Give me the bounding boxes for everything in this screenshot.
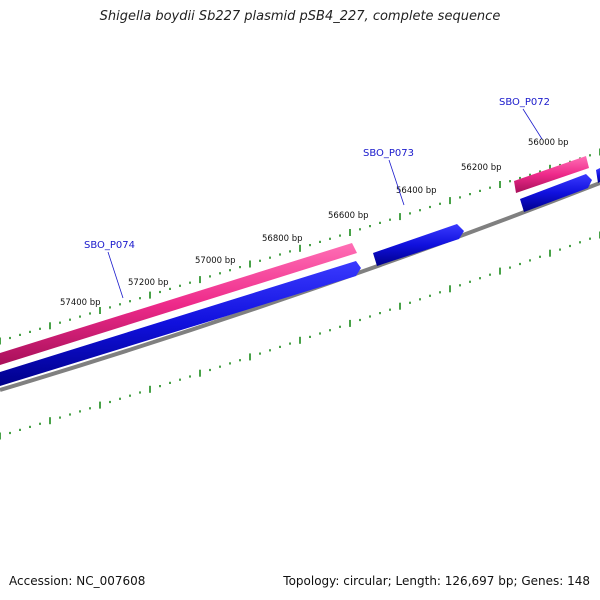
feature-edge-blue[interactable]	[596, 168, 600, 183]
gene-label-leader	[107, 251, 124, 299]
feature-sbo-p074-blue[interactable]	[0, 261, 361, 386]
scale-label: 56200 bp	[461, 163, 502, 173]
gene-label-sbo-p072[interactable]: SBO_P072	[499, 97, 550, 108]
scale-label: 57400 bp	[60, 298, 101, 308]
scale-label: 57000 bp	[195, 256, 236, 266]
gene-label-leader	[388, 159, 405, 206]
gene-label-sbo-p074[interactable]: SBO_P074	[84, 240, 135, 251]
feature-sbo-p073-blue[interactable]	[373, 224, 464, 266]
gene-label-sbo-p073[interactable]: SBO_P073	[363, 148, 414, 159]
scale-label: 56000 bp	[528, 138, 569, 148]
scale-label: 56800 bp	[262, 234, 303, 244]
feature-sbo-p074-pink[interactable]	[0, 243, 357, 365]
topology-summary: Topology: circular; Length: 126,697 bp; …	[283, 574, 590, 588]
outer-scale-ticks	[0, 148, 600, 345]
inner-scale-ticks	[0, 231, 600, 440]
gene-label-leader	[522, 108, 543, 140]
feature-sbo-p072-pink[interactable]	[514, 156, 589, 193]
map-title: Shigella boydii Sb227 plasmid pSB4_227, …	[99, 9, 501, 24]
accession-label: Accession: NC_007608	[9, 574, 146, 588]
scale-label: 56400 bp	[396, 186, 437, 196]
feature-sbo-p072-blue[interactable]	[520, 174, 592, 212]
scale-label: 56600 bp	[328, 211, 369, 221]
scale-label: 57200 bp	[128, 278, 169, 288]
